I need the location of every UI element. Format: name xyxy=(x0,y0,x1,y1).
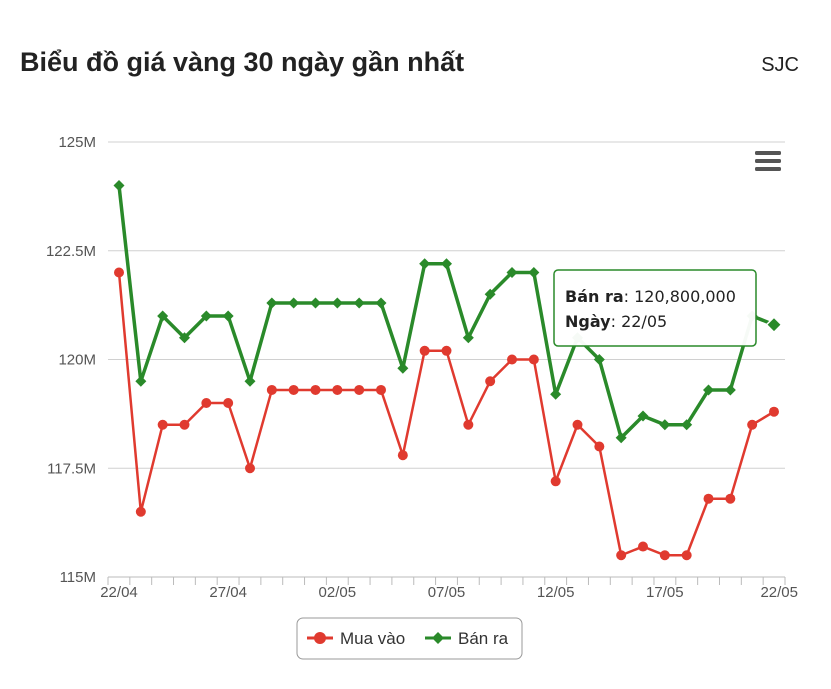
legend: Mua vào Bán ra xyxy=(296,617,523,660)
tooltip-box xyxy=(553,269,757,347)
data-point-ban-ra xyxy=(441,258,452,270)
data-point-mua-vao xyxy=(179,419,190,430)
legend-label-mua-vao: Mua vào xyxy=(340,629,405,648)
y-tick-label: 122.5M xyxy=(46,243,96,260)
legend-item-mua-vao[interactable]: Mua vào xyxy=(307,629,405,648)
tooltip-price-line: Bán ra: 120,800,000 xyxy=(565,287,736,306)
legend-item-ban-ra[interactable]: Bán ra xyxy=(425,629,509,648)
data-point-ban-ra xyxy=(550,388,562,400)
tooltip-date-label: Ngày xyxy=(565,312,611,331)
tooltip-price-value: 120,800,000 xyxy=(634,287,736,306)
data-point-mua-vao xyxy=(310,384,321,395)
data-point-mua-vao xyxy=(463,419,474,430)
x-axis xyxy=(107,576,786,585)
data-point-mua-vao xyxy=(266,384,277,395)
data-point-mua-vao xyxy=(594,441,605,452)
data-point-ban-ra xyxy=(157,310,169,322)
y-tick-label: 115M xyxy=(60,569,96,586)
data-point-mua-vao xyxy=(638,541,648,552)
data-point-ban-ra xyxy=(703,384,714,396)
data-point-ban-ra xyxy=(615,432,627,444)
data-point-mua-vao xyxy=(223,398,234,408)
data-point-ban-ra xyxy=(765,316,783,334)
x-tick-label: 12/05 xyxy=(537,584,575,601)
data-point-ban-ra xyxy=(310,297,321,309)
data-point-mua-vao xyxy=(114,267,124,278)
data-point-mua-vao xyxy=(485,376,496,387)
data-point-ban-ra xyxy=(135,375,147,387)
legend-marker-mua-vao xyxy=(314,632,326,644)
data-point-ban-ra xyxy=(113,180,125,191)
hamburger-menu-icon[interactable] xyxy=(750,145,786,177)
data-point-mua-vao xyxy=(703,493,714,504)
data-point-mua-vao xyxy=(419,345,430,356)
x-tick-label: 22/05 xyxy=(760,584,798,601)
x-tick-label: 07/05 xyxy=(428,584,466,601)
data-point-mua-vao xyxy=(616,550,627,561)
data-point-mua-vao xyxy=(681,550,692,561)
page-title: Biểu đồ giá vàng 30 ngày gần nhất xyxy=(20,47,465,77)
data-point-mua-vao xyxy=(332,384,343,395)
data-point-ban-ra xyxy=(397,362,409,374)
data-point-mua-vao xyxy=(507,354,517,365)
data-point-ban-ra xyxy=(266,297,278,309)
data-point-mua-vao xyxy=(245,463,255,474)
x-axis-labels: 22/04 27/04 02/05 07/05 12/05 17/05 22/05 xyxy=(100,584,798,601)
data-point-mua-vao xyxy=(288,384,299,395)
y-tick-label: 125M xyxy=(58,134,96,151)
data-point-ban-ra xyxy=(506,267,518,278)
grid-lines xyxy=(108,141,785,469)
y-tick-label: 120M xyxy=(58,352,96,369)
legend-box xyxy=(296,617,523,660)
data-point-ban-ra xyxy=(484,288,496,300)
data-point-mua-vao xyxy=(550,476,561,487)
tooltip: Bán ra: 120,800,000 Ngày: 22/05 xyxy=(553,269,757,347)
data-point-mua-vao xyxy=(572,419,583,430)
x-tick-label: 22/04 xyxy=(100,584,138,601)
data-point-ban-ra xyxy=(462,332,474,344)
legend-marker-ban-ra xyxy=(432,632,444,644)
x-tick-label: 17/05 xyxy=(646,584,684,601)
data-point-ban-ra xyxy=(659,419,671,431)
data-point-ban-ra xyxy=(288,297,300,309)
data-point-mua-vao xyxy=(528,354,539,365)
data-point-ban-ra xyxy=(353,297,365,309)
data-point-ban-ra xyxy=(244,375,256,387)
tooltip-date-line: Ngày: 22/05 xyxy=(565,312,667,331)
data-point-ban-ra xyxy=(637,410,649,422)
brand-label: SJC xyxy=(761,54,799,76)
legend-label-ban-ra: Bán ra xyxy=(458,629,509,648)
data-point-ban-ra xyxy=(200,310,212,322)
data-point-ban-ra xyxy=(375,297,387,309)
data-point-mua-vao xyxy=(376,384,386,395)
data-point-mua-vao xyxy=(397,450,408,461)
data-point-mua-vao xyxy=(157,419,168,430)
data-point-mua-vao xyxy=(135,506,146,517)
data-point-ban-ra xyxy=(724,384,736,396)
y-tick-label: 117.5M xyxy=(47,460,96,477)
data-point-mua-vao xyxy=(747,419,758,430)
data-point-ban-ra xyxy=(681,419,693,431)
data-point-mua-vao xyxy=(354,384,365,395)
data-point-ban-ra xyxy=(179,332,190,344)
data-point-ban-ra xyxy=(593,354,605,365)
series-lines xyxy=(113,180,783,561)
data-point-ban-ra xyxy=(528,267,540,278)
data-point-mua-vao xyxy=(769,406,779,417)
data-point-ban-ra xyxy=(419,258,431,270)
x-tick-label: 27/04 xyxy=(209,584,247,601)
tooltip-date-value: 22/05 xyxy=(621,312,667,331)
x-tick-label: 02/05 xyxy=(319,584,357,601)
data-point-ban-ra xyxy=(222,310,234,322)
data-point-mua-vao xyxy=(201,398,212,408)
y-axis-labels: 115M 117.5M 120M 122.5M 125M xyxy=(46,134,96,586)
tooltip-price-label: Bán ra xyxy=(565,287,624,306)
data-point-mua-vao xyxy=(441,345,452,356)
data-point-mua-vao xyxy=(725,493,736,504)
data-point-mua-vao xyxy=(659,550,670,561)
data-point-ban-ra xyxy=(331,297,343,309)
